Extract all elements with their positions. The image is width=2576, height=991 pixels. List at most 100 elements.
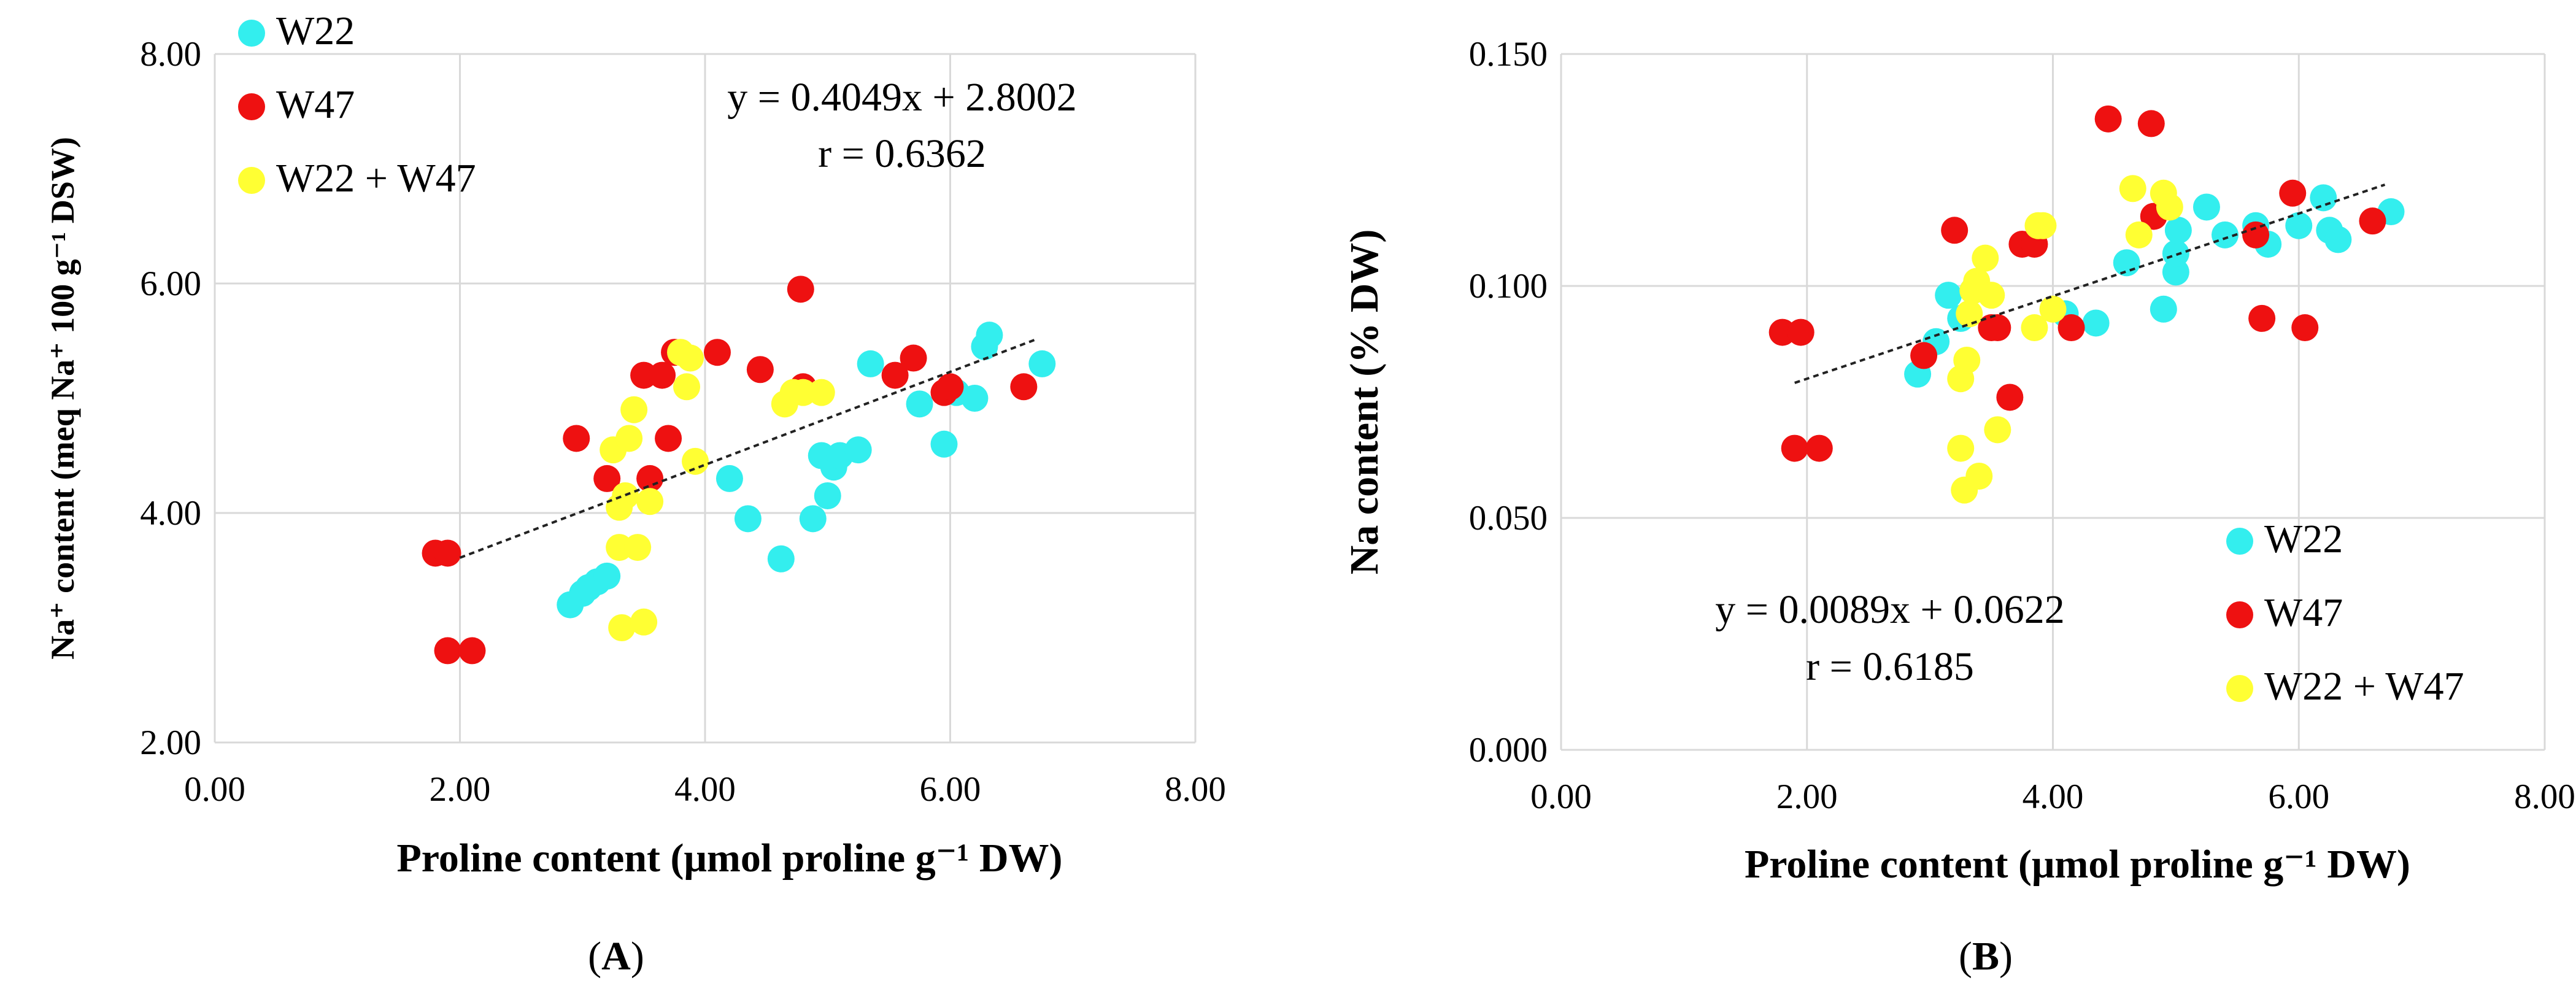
panel-caption: (A) bbox=[588, 934, 644, 979]
data-point bbox=[1996, 384, 2024, 411]
series-w22 bbox=[557, 322, 1056, 619]
data-point bbox=[767, 545, 795, 573]
data-point bbox=[677, 344, 704, 372]
legend-entry: W22 + W47 bbox=[2264, 664, 2464, 709]
y-tick-label: 0.000 bbox=[1469, 731, 1548, 769]
data-point bbox=[1935, 282, 1962, 309]
data-point bbox=[1972, 244, 1999, 272]
series-w22-w47 bbox=[600, 339, 835, 641]
data-point bbox=[2279, 179, 2307, 207]
data-point bbox=[787, 276, 814, 303]
data-point bbox=[2310, 184, 2337, 212]
data-point bbox=[930, 430, 958, 458]
data-point bbox=[814, 482, 841, 509]
correlation-label: r = 0.6362 bbox=[818, 131, 986, 176]
x-axis-title: Proline content (μmol proline g⁻¹ DW) bbox=[1745, 842, 2410, 887]
data-point bbox=[608, 614, 636, 641]
x-axis-title: Proline content (μmol proline g⁻¹ DW) bbox=[396, 836, 1062, 881]
x-tick-label: 6.00 bbox=[920, 770, 981, 809]
data-point bbox=[2192, 193, 2220, 221]
data-point bbox=[844, 436, 872, 464]
y-tick-label: 6.00 bbox=[140, 264, 201, 303]
legend-marker bbox=[2226, 675, 2253, 702]
data-point bbox=[1947, 434, 1975, 462]
data-point bbox=[1984, 416, 2011, 444]
legend-marker bbox=[238, 20, 265, 47]
data-point bbox=[2137, 110, 2165, 137]
data-point bbox=[2162, 240, 2189, 268]
y-tick-label: 2.00 bbox=[140, 723, 201, 762]
data-point bbox=[808, 379, 835, 406]
data-point bbox=[1768, 318, 1796, 346]
data-point bbox=[2029, 212, 2057, 239]
data-point bbox=[2285, 212, 2313, 239]
x-tick-label: 4.00 bbox=[674, 770, 736, 809]
data-point bbox=[458, 637, 486, 665]
data-point bbox=[857, 350, 884, 377]
data-point bbox=[1787, 318, 1814, 346]
x-tick-label: 0.00 bbox=[1530, 777, 1592, 816]
data-point bbox=[715, 465, 743, 492]
data-point bbox=[906, 390, 933, 418]
data-point bbox=[1984, 314, 2011, 342]
data-point bbox=[630, 608, 658, 636]
caption-open: ( bbox=[1959, 934, 1972, 979]
x-tick-label: 8.00 bbox=[1165, 770, 1226, 809]
data-point bbox=[1910, 342, 1938, 369]
data-point bbox=[976, 322, 1003, 349]
data-point bbox=[1956, 300, 1983, 328]
data-point bbox=[2057, 314, 2085, 342]
regression-equation: y = 0.4049x + 2.8002 bbox=[727, 75, 1076, 120]
data-point bbox=[636, 465, 664, 492]
data-point bbox=[2164, 217, 2192, 244]
data-point bbox=[2150, 295, 2177, 323]
legend-entry: W22 bbox=[2264, 517, 2343, 561]
data-point bbox=[593, 465, 621, 492]
data-point bbox=[434, 539, 461, 567]
data-point bbox=[1028, 350, 1056, 377]
x-tick-label: 4.00 bbox=[2023, 777, 2084, 816]
data-point bbox=[2291, 314, 2319, 342]
correlation-label: r = 0.6185 bbox=[1806, 644, 1974, 689]
legend-entry: W47 bbox=[2264, 590, 2343, 635]
data-point bbox=[1941, 217, 1969, 244]
x-tick-label: 8.00 bbox=[2514, 777, 2575, 816]
data-point bbox=[2082, 309, 2110, 337]
y-axis-title: Na content (% DW) bbox=[1342, 229, 1387, 575]
data-point bbox=[2125, 221, 2153, 249]
legend-entry: W22 + W47 bbox=[276, 156, 476, 201]
data-point bbox=[2021, 314, 2048, 342]
data-point bbox=[746, 356, 774, 384]
data-point bbox=[2039, 295, 2067, 323]
data-point bbox=[563, 425, 590, 452]
legend-entry: W22 bbox=[276, 9, 355, 53]
data-point bbox=[1010, 373, 1038, 401]
data-point bbox=[2094, 105, 2122, 133]
y-axis-title: Na⁺ content (meq Na⁺ 100 g⁻¹ DSW) bbox=[44, 137, 81, 660]
caption-close: ) bbox=[631, 934, 644, 979]
legend-entry: W47 bbox=[276, 82, 355, 127]
trendline bbox=[459, 338, 1037, 559]
y-tick-label: 8.00 bbox=[140, 35, 201, 74]
data-point bbox=[593, 562, 621, 590]
y-tick-label: 0.150 bbox=[1469, 35, 1548, 74]
data-point bbox=[799, 505, 827, 533]
data-point bbox=[703, 339, 731, 366]
caption-letter: A bbox=[601, 934, 631, 979]
caption-open: ( bbox=[588, 934, 601, 979]
chart-panel-b: 0.000 0.050 0.100 0.150 0.00 2.00 4.00 6.00 8.00… bbox=[1342, 35, 2575, 979]
data-point bbox=[682, 447, 709, 475]
data-point bbox=[1781, 434, 1808, 462]
data-point bbox=[2113, 249, 2140, 277]
x-tick-label: 2.00 bbox=[1776, 777, 1838, 816]
data-point bbox=[1978, 282, 2005, 309]
caption-letter: B bbox=[1972, 934, 1999, 979]
legend: W22 W47 W22 + W47 bbox=[2226, 517, 2464, 709]
legend-marker bbox=[238, 93, 265, 120]
legend-marker bbox=[2226, 601, 2253, 628]
regression-equation: y = 0.0089x + 0.0622 bbox=[1715, 587, 2064, 632]
data-point bbox=[2324, 226, 2352, 253]
data-point bbox=[936, 373, 964, 401]
data-point bbox=[1965, 462, 1993, 490]
